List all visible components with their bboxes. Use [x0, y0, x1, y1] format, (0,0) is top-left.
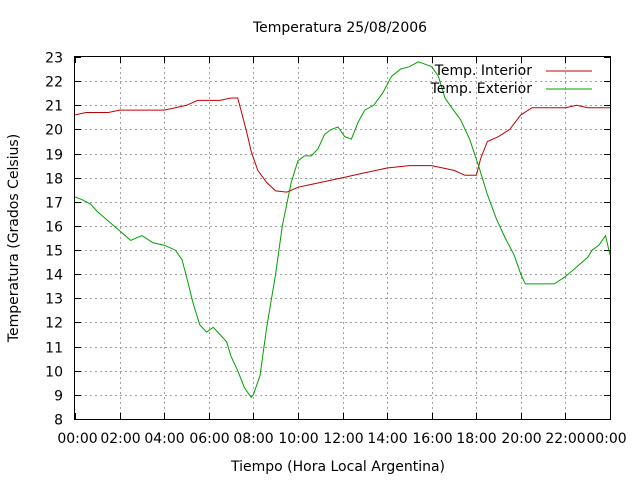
x-tick-label: 22:00	[545, 431, 585, 447]
x-tick-label: 04:00	[144, 431, 184, 447]
y-tick-label: 10	[45, 365, 63, 381]
y-tick-label: 14	[45, 268, 63, 284]
y-tick-label: 8	[54, 413, 63, 429]
series-line-interior	[74, 97, 610, 193]
x-tick-label: 20:00	[501, 431, 541, 447]
y-tick-label: 9	[54, 389, 63, 405]
x-tick-label: 18:00	[456, 431, 496, 447]
y-tick-label: 17	[45, 196, 63, 212]
x-tick-label: 06:00	[189, 431, 229, 447]
x-axis-title: Tiempo (Hora Local Argentina)	[230, 459, 445, 475]
x-tick-label: 08:00	[233, 431, 273, 447]
x-tick-label: 00:00	[586, 431, 626, 447]
y-tick-label: 12	[45, 316, 63, 332]
x-tick-label: 16:00	[412, 431, 452, 447]
y-tick-label: 13	[45, 292, 63, 308]
x-tick-label: 14:00	[367, 431, 407, 447]
legend: Temp. Interior Temp. Exterior	[430, 63, 592, 97]
x-tick-label: 10:00	[278, 431, 318, 447]
legend-label-interior: Temp. Interior	[434, 63, 533, 79]
x-tick-label: 12:00	[323, 431, 363, 447]
plot-frame	[74, 56, 611, 420]
y-tick-label: 18	[45, 172, 63, 188]
x-tick-label: 02:00	[100, 431, 140, 447]
y-axis-title: Temperatura (Grados Celsius)	[6, 134, 22, 343]
tick-layer	[75, 57, 611, 420]
y-tick-label: 16	[45, 220, 63, 236]
chart-title: Temperatura 25/08/2006	[252, 20, 427, 36]
legend-label-exterior: Temp. Exterior	[430, 81, 533, 97]
y-tick-label: 20	[45, 123, 63, 139]
y-tick-label: 15	[45, 244, 63, 260]
y-tick-label: 22	[45, 75, 63, 91]
y-tick-label: 11	[45, 341, 63, 357]
grid-layer	[75, 57, 610, 419]
y-tick-label: 21	[45, 99, 63, 115]
y-tick-label: 23	[45, 51, 63, 67]
x-tick-label: 00:00	[57, 431, 97, 447]
series-layer	[74, 61, 611, 399]
series-line-exterior	[74, 61, 611, 399]
y-tick-label: 19	[45, 148, 63, 164]
